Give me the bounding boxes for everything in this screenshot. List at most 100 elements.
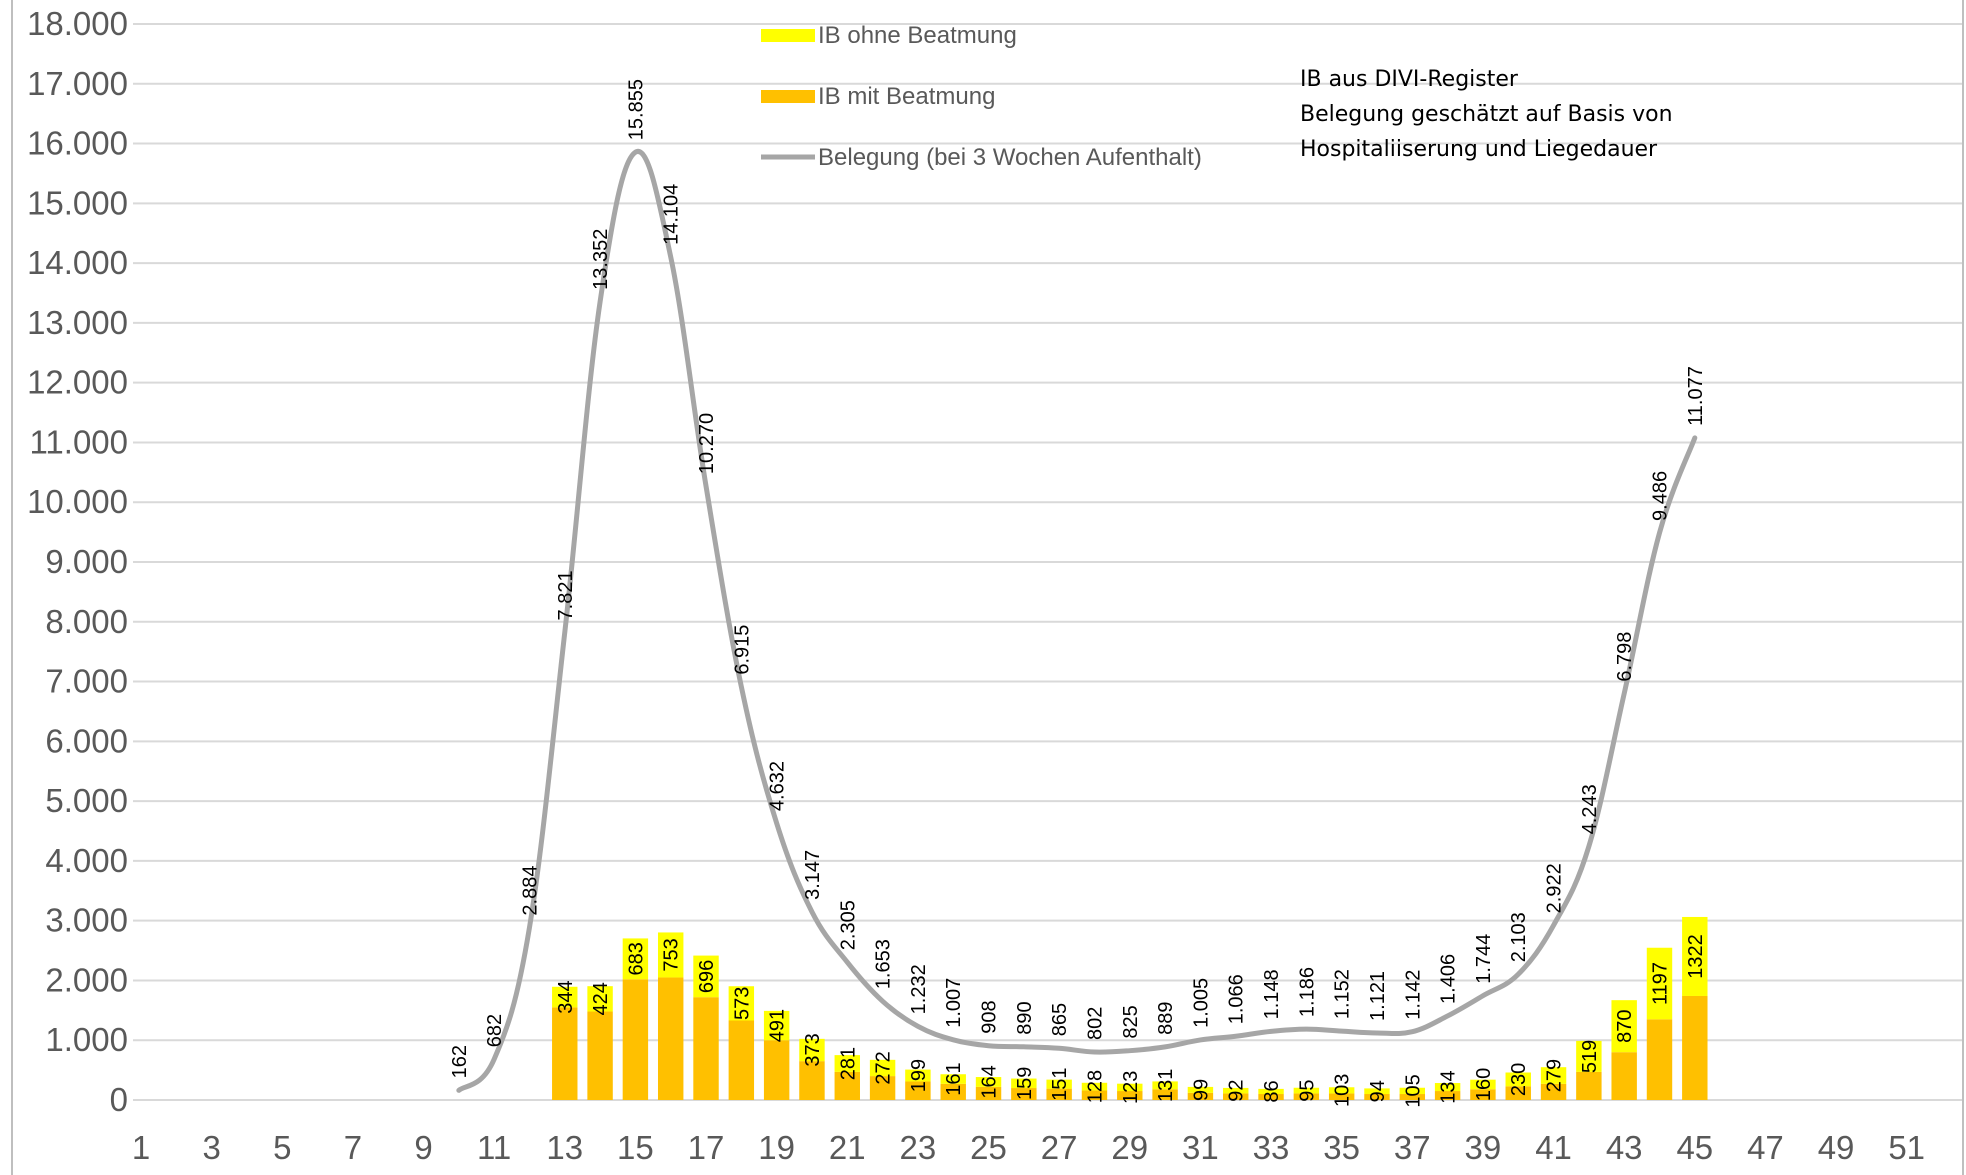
legend: IB ohne Beatmung IB mit Beatmung Belegung …	[761, 22, 1202, 171]
bar-ib-mit-beatmung	[940, 1083, 966, 1100]
x-tick-label: 1	[132, 1129, 150, 1166]
y-tick-label: 1.000	[45, 1021, 128, 1058]
line-belegung	[456, 148, 1698, 1093]
bar-ib-ohne-beatmung	[1470, 1079, 1496, 1090]
bar-ib-mit-beatmung	[1364, 1094, 1390, 1100]
bar-ib-ohne-beatmung	[622, 938, 649, 980]
bar-ib-ohne-beatmung	[1187, 1086, 1214, 1093]
x-tick-label: 25	[970, 1129, 1007, 1166]
bars	[552, 916, 1708, 1100]
bar-ib-mit-beatmung	[763, 1040, 790, 1100]
bar-ib-mit-beatmung	[1505, 1086, 1531, 1100]
bar-ib-ohne-beatmung	[1434, 1083, 1461, 1092]
bar-data-label: 1322	[1685, 934, 1707, 979]
line-data-label: 6.915	[731, 625, 753, 675]
line-series	[456, 148, 1698, 1093]
line-data-label: 10.270	[696, 413, 718, 474]
bar-ib-ohne-beatmung	[1011, 1078, 1037, 1089]
line-data-label: 2.884	[519, 866, 541, 916]
annotation-line: Belegung geschätzt auf Basis von	[1300, 102, 1673, 127]
bar-data-label: 344	[555, 980, 577, 1013]
line-data-label: 682	[484, 1014, 506, 1047]
bar-data-label: 123	[1120, 1071, 1142, 1104]
x-tick-label: 29	[1111, 1129, 1148, 1166]
x-tick-label: 27	[1041, 1129, 1078, 1166]
y-tick-label: 6.000	[45, 722, 128, 759]
y-tick-label: 10.000	[27, 483, 128, 520]
bar-data-label: 230	[1508, 1063, 1530, 1096]
line-data-label: 7.821	[555, 570, 577, 620]
bar-data-label: 753	[661, 938, 683, 971]
bar-ib-mit-beatmung	[552, 1007, 578, 1100]
bar-ib-mit-beatmung	[1399, 1094, 1426, 1100]
bar-ib-ohne-beatmung	[1682, 916, 1708, 996]
x-tick-label: 37	[1394, 1129, 1431, 1166]
bar-ib-ohne-beatmung	[728, 986, 755, 1021]
bar-ib-mit-beatmung	[1223, 1093, 1249, 1100]
line-data-label: 1.148	[1261, 969, 1283, 1019]
y-tick-label: 7.000	[45, 663, 128, 700]
bar-ib-ohne-beatmung	[1258, 1088, 1284, 1095]
line-data-label: 3.147	[802, 850, 824, 900]
legend-swatch-ib-mit-beatmung	[761, 90, 815, 103]
line-data-label: 908	[979, 1000, 1001, 1033]
bar-ib-ohne-beatmung	[1293, 1087, 1320, 1094]
bar-ib-mit-beatmung	[1081, 1090, 1108, 1100]
bar-ib-mit-beatmung	[1576, 1071, 1602, 1100]
bar-ib-mit-beatmung	[1540, 1083, 1567, 1100]
y-axis-tick-labels: 0 1.000 2.000 3.000 4.000 5.000 6.000 7.000 8.00…	[27, 5, 128, 1118]
bar-ib-ohne-beatmung	[693, 955, 719, 998]
line-data-label: 1.232	[908, 964, 930, 1014]
bar-data-label: 870	[1614, 1009, 1636, 1042]
y-tick-label: 12.000	[27, 364, 128, 401]
legend-swatch-ib-ohne-beatmung	[761, 29, 815, 42]
x-tick-label: 51	[1888, 1129, 1925, 1166]
line-data-label: 1.406	[1438, 954, 1460, 1004]
bar-ib-ohne-beatmung	[869, 1059, 896, 1077]
x-tick-label: 39	[1465, 1129, 1502, 1166]
bar-data-label: 94	[1367, 1080, 1389, 1102]
x-tick-label: 43	[1606, 1129, 1643, 1166]
bar-ib-ohne-beatmung	[1646, 947, 1673, 1020]
bar-data-label: 161	[943, 1062, 965, 1095]
bar-data-label: 519	[1579, 1040, 1601, 1073]
x-tick-label: 13	[546, 1129, 583, 1166]
bar-ib-ohne-beatmung	[1611, 1000, 1637, 1053]
bar-ib-ohne-beatmung	[975, 1077, 1002, 1087]
line-data-label: 1.186	[1296, 967, 1318, 1017]
line-data-label: 4.632	[767, 761, 789, 811]
bar-ib-mit-beatmung	[1258, 1094, 1284, 1100]
line-data-label: 14.104	[661, 184, 683, 245]
x-tick-label: 9	[414, 1129, 432, 1166]
bar-ib-mit-beatmung	[587, 1011, 613, 1100]
bar-data-label: 696	[696, 960, 718, 993]
bar-ib-ohne-beatmung	[834, 1055, 860, 1072]
line-data-labels: 162 682 2.884 7.821 13.352 15.855 14.104 10.270…	[449, 79, 1707, 1078]
bar-data-label: 134	[1438, 1070, 1460, 1103]
bar-data-label: 86	[1261, 1080, 1283, 1102]
bar-data-label: 683	[625, 942, 647, 975]
y-tick-label: 5.000	[45, 782, 128, 819]
x-axis-tick-labels: 1 3 5 7 9 11 13 15 17 19 21 23 25 27 29 31 33 35 37 39 41 43 4…	[132, 1129, 1925, 1166]
legend-label-ib-mit-beatmung: IB mit Beatmung	[818, 83, 995, 110]
annotation-text: IB aus DIVI-Register Belegung geschätzt a…	[1300, 67, 1673, 162]
legend-label-belegung: Belegung (bei 3 Wochen Aufenthalt)	[818, 144, 1202, 171]
x-tick-label: 19	[758, 1129, 795, 1166]
bar-ib-mit-beatmung	[693, 997, 719, 1100]
y-tick-label: 18.000	[27, 5, 128, 42]
bar-data-label: 272	[873, 1051, 895, 1084]
bar-data-label: 279	[1544, 1059, 1566, 1092]
y-tick-label: 4.000	[45, 842, 128, 879]
bar-ib-ohne-beatmung	[1152, 1081, 1178, 1090]
bar-ib-mit-beatmung	[1328, 1093, 1355, 1100]
bar-ib-mit-beatmung	[1011, 1088, 1037, 1100]
bar-data-label: 131	[1155, 1069, 1177, 1102]
bar-ib-mit-beatmung	[834, 1071, 860, 1100]
y-tick-label: 13.000	[27, 304, 128, 341]
line-data-label: 2.922	[1544, 863, 1566, 913]
bar-data-label: 164	[979, 1065, 1001, 1098]
bar-data-label: 160	[1473, 1068, 1495, 1101]
bar-ib-mit-beatmung	[1152, 1089, 1178, 1100]
bar-ib-mit-beatmung	[1434, 1091, 1461, 1100]
